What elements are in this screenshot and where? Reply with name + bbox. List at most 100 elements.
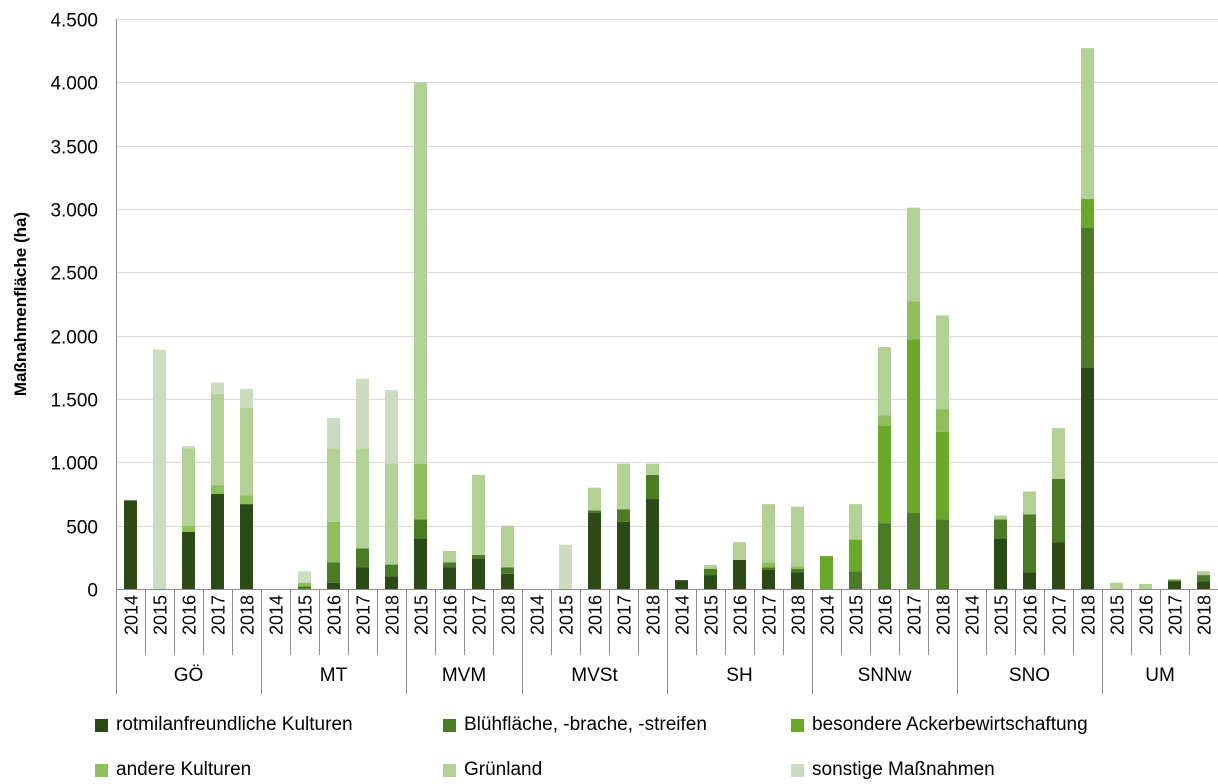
bar-segment	[124, 500, 137, 589]
bar-segment	[298, 582, 311, 587]
bar-segment	[1052, 428, 1065, 479]
bar-segment	[1168, 581, 1181, 589]
x-tick-label-year: 2016	[1021, 595, 1041, 635]
x-tick-label-year: 2018	[789, 595, 809, 635]
bar-segment	[849, 504, 862, 540]
bar-segment	[617, 463, 630, 510]
bar-segment	[1139, 583, 1152, 589]
bar-segment	[1197, 575, 1210, 582]
legend-item-rotmilanfreundliche-kulturen: rotmilanfreundliche Kulturen	[95, 714, 353, 736]
x-tick-label-year: 2014	[673, 595, 693, 635]
bar-segment	[327, 418, 340, 449]
bar-segment	[907, 301, 920, 340]
x-group-label: MVM	[442, 665, 486, 686]
y-tick-label: 4.500	[50, 11, 98, 32]
bar-segment	[994, 538, 1007, 589]
x-tick-label-year: 2016	[876, 595, 896, 635]
bar-segment	[646, 499, 659, 589]
bar-segment	[936, 315, 949, 410]
x-group-label: GÖ	[174, 665, 204, 686]
bar-segment	[733, 542, 746, 560]
bar-segment	[704, 568, 717, 576]
legend-swatch	[95, 718, 108, 732]
bar-segment	[791, 506, 804, 567]
bar-segment	[1081, 198, 1094, 228]
x-group-label: UM	[1145, 665, 1175, 686]
legend-label: rotmilanfreundliche Kulturen	[116, 714, 353, 735]
bar-segment	[588, 513, 601, 589]
x-group-label: SH	[726, 665, 752, 686]
bar-segment	[182, 525, 195, 532]
x-tick-label-year: 2016	[325, 595, 345, 635]
bar-segment	[472, 558, 485, 589]
x-tick-label-year: 2017	[905, 595, 925, 635]
x-tick-label-year: 2018	[238, 595, 258, 635]
x-tick-label-year: 2017	[209, 595, 229, 635]
bar-segment	[762, 570, 775, 589]
y-tick-label: 1.000	[50, 454, 98, 475]
legend-swatch	[95, 763, 108, 777]
legend-label: Grünland	[464, 759, 543, 780]
bar-segment	[211, 485, 224, 494]
legend-swatch	[791, 763, 804, 777]
bar-segment	[994, 519, 1007, 539]
x-tick-label-year: 2018	[1195, 595, 1215, 635]
x-tick-label-year: 2014	[267, 595, 287, 635]
bar-segment	[298, 586, 311, 589]
bar-segment	[907, 207, 920, 302]
bar-segment	[791, 572, 804, 589]
x-tick-label-year: 2017	[470, 595, 490, 635]
bar-segment	[1197, 581, 1210, 589]
bar-segment	[385, 576, 398, 589]
legend-item-andere-kulturen: andere Kulturen	[95, 759, 251, 781]
y-tick-label: 4.000	[50, 74, 98, 95]
bar-segment	[501, 573, 514, 589]
x-tick-label-year: 2017	[615, 595, 635, 635]
x-tick-label-year: 2015	[847, 595, 867, 635]
bar-segment	[733, 559, 746, 589]
bar-segment	[1081, 48, 1094, 199]
legend-label: andere Kulturen	[116, 759, 252, 780]
legend-swatch	[791, 718, 804, 732]
bar-segment	[356, 378, 369, 449]
bar-segment	[936, 409, 949, 432]
bar-segment	[414, 519, 427, 539]
x-tick-label-year: 2016	[1137, 595, 1157, 635]
bar-segment	[211, 382, 224, 394]
y-tick-label: 500	[66, 518, 98, 539]
x-group-label: MVSt	[571, 665, 618, 686]
bar-segment	[443, 567, 456, 589]
legend-label: besondere Ackerbewirtschaftung	[812, 714, 1088, 735]
legend: rotmilanfreundliche Kulturen Blühfläche,…	[0, 706, 1218, 784]
bar-segment	[646, 475, 659, 500]
bar-segment	[327, 521, 340, 563]
bar-segment	[240, 407, 253, 496]
x-tick-label-year: 2018	[1079, 595, 1099, 635]
bar-segment	[1052, 478, 1065, 543]
bar-segment	[936, 519, 949, 589]
bar-segment	[240, 495, 253, 505]
bar-segment	[617, 509, 630, 522]
y-tick-label: 3.500	[50, 138, 98, 159]
x-tick-label-year: 2017	[1050, 595, 1070, 635]
bar-segment	[878, 415, 891, 426]
bar-segment	[791, 568, 804, 573]
x-group-label: SNNw	[858, 665, 912, 686]
bar-segment	[1197, 571, 1210, 576]
x-tick-label-year: 2017	[760, 595, 780, 635]
bar-segment	[356, 567, 369, 589]
x-tick-label-year: 2017	[354, 595, 374, 635]
bar-segment	[1110, 582, 1123, 589]
bar-segment	[414, 463, 427, 520]
bar-segment	[1081, 228, 1094, 368]
bar-segment	[327, 448, 340, 522]
legend-label: Blühfläche, -brache, -streifen	[464, 714, 707, 735]
bar-segment	[356, 548, 369, 568]
bar-segment	[1023, 491, 1036, 515]
bar-segment	[472, 475, 485, 555]
bar-segment	[994, 515, 1007, 520]
bar-segment	[907, 513, 920, 589]
x-group-label: MT	[320, 665, 348, 686]
bar-segment	[907, 339, 920, 513]
bar-segment	[1168, 580, 1181, 582]
